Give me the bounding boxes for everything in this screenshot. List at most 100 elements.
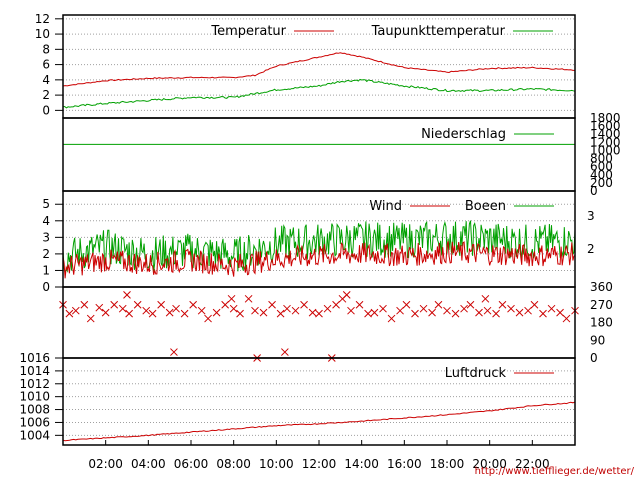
wind-direction-marker xyxy=(227,294,236,303)
wind-direction-marker xyxy=(71,306,80,315)
wind-direction-marker xyxy=(370,308,379,317)
wind-direction-marker xyxy=(419,304,428,313)
wind-direction-marker xyxy=(524,306,532,315)
temperature-y-tick: 2 xyxy=(42,88,50,102)
x-tick-label: 18:00 xyxy=(430,457,465,471)
wind-y2-tick: 3 xyxy=(587,209,595,223)
wind_direction-frame xyxy=(62,286,576,359)
legend-label: Boeen xyxy=(465,199,506,214)
temperature-y-tick: 10 xyxy=(35,27,50,41)
precipitation-y2-tick: 600 xyxy=(590,160,613,174)
wind-direction-marker xyxy=(342,291,351,299)
wind-direction-marker xyxy=(244,294,253,303)
wind-direction-marker xyxy=(86,314,95,323)
wind-direction-marker xyxy=(451,309,460,318)
precipitation-y2-tick: 400 xyxy=(590,168,613,182)
wind-direction-marker xyxy=(402,300,411,309)
wind-direction-marker xyxy=(315,309,323,318)
wind-y-tick: 0 xyxy=(42,280,50,294)
series-boeen xyxy=(62,220,576,275)
wind-direction-marker xyxy=(118,304,127,313)
wind-direction-marker xyxy=(347,306,355,315)
x-tick-label: 12:00 xyxy=(302,457,337,471)
legend-label: Temperatur xyxy=(210,24,286,39)
precipitation-y2-tick: 0 xyxy=(590,184,598,198)
wind-direction-marker xyxy=(125,309,133,318)
pressure-y-tick: 1016 xyxy=(19,351,50,365)
temperature-y-tick: 12 xyxy=(35,12,50,26)
wind-direction-marker xyxy=(170,348,178,356)
wind-direction-marker xyxy=(466,300,475,309)
wind-direction-marker xyxy=(291,306,300,315)
wind-direction-marker xyxy=(268,300,276,309)
wind-direction-marker xyxy=(229,304,238,313)
precipitation-y2-tick: 1400 xyxy=(590,127,621,141)
x-tick-label: 08:00 xyxy=(216,457,251,471)
wind-y-tick: 5 xyxy=(42,197,50,211)
precipitation-y2-tick: 1600 xyxy=(590,119,621,133)
pressure-y-tick: 1008 xyxy=(19,403,50,417)
wind-direction-marker xyxy=(65,309,74,318)
wind-direction-marker xyxy=(308,308,317,317)
precipitation-y2-tick: 1800 xyxy=(590,111,621,125)
wind-direction-marker xyxy=(332,300,340,309)
wind-direction-marker xyxy=(460,304,468,313)
wind-direction-marker xyxy=(443,306,451,315)
wind-direction-marker xyxy=(547,304,556,313)
wind-direction-marker xyxy=(539,309,547,318)
wind-direction-marker xyxy=(483,306,492,315)
wind-direction-marker xyxy=(507,304,515,313)
wind-direction-marker xyxy=(355,300,364,309)
precipitation-y2-tick: 1200 xyxy=(590,135,621,149)
wind-direction-marker xyxy=(157,300,165,309)
wind-direction-marker xyxy=(562,314,571,323)
wind-direction-marker xyxy=(387,314,396,323)
x-tick-label: 16:00 xyxy=(387,457,422,471)
wind-direction-marker xyxy=(204,314,212,323)
wind-direction-marker xyxy=(221,300,229,309)
wind-direction-marker xyxy=(101,308,110,317)
precipitation-y2-tick: 1000 xyxy=(590,143,621,157)
wind_direction-y2-tick: 360 xyxy=(590,280,613,294)
x-tick-label: 06:00 xyxy=(174,457,209,471)
wind-direction-marker xyxy=(492,309,500,318)
wind_direction-y2-tick: 90 xyxy=(590,333,605,347)
x-tick-label: 14:00 xyxy=(344,457,379,471)
precipitation-y2-tick: 800 xyxy=(590,152,613,166)
pressure-y-tick: 1010 xyxy=(19,390,50,404)
wind-direction-marker xyxy=(197,306,206,315)
wind-direction-marker xyxy=(180,309,189,318)
wind-direction-marker xyxy=(481,294,490,303)
legends: Temperatur Taupunkttemperatur Niederschlag… xyxy=(210,24,554,381)
wind-y-tick: 4 xyxy=(42,214,50,228)
wind-direction-marker xyxy=(123,291,131,299)
wind-y2-tick: 2 xyxy=(587,242,595,256)
wind_direction-y2-tick: 180 xyxy=(590,316,613,330)
temperature-y-tick: 4 xyxy=(42,73,50,87)
legend-label: Niederschlag xyxy=(421,127,506,142)
wind-direction-marker xyxy=(283,304,291,313)
wind-direction-marker xyxy=(434,300,443,309)
pressure-y-tick: 1014 xyxy=(19,364,50,378)
wind-direction-marker xyxy=(110,300,119,309)
precipitation-y2-tick: 200 xyxy=(590,176,613,190)
wind-direction-marker xyxy=(323,304,332,313)
temperature-y-tick: 6 xyxy=(42,58,50,72)
temperature-y-tick: 0 xyxy=(42,103,50,117)
wind-direction-marker xyxy=(364,309,372,318)
wind-direction-marker xyxy=(212,308,221,317)
pressure-y-tick: 1012 xyxy=(19,377,50,391)
source-url: http://www.tiefflieger.de/wetter/ xyxy=(475,466,635,477)
wind-direction-marker xyxy=(556,308,564,317)
wind-direction-marker xyxy=(515,308,524,317)
wind-direction-marker xyxy=(142,306,151,315)
wind-direction-marker xyxy=(379,304,387,313)
series-wind xyxy=(62,241,576,279)
wind_direction-y2-tick: 270 xyxy=(590,298,613,312)
wind-direction-marker xyxy=(300,300,308,309)
wind-y-tick: 3 xyxy=(42,230,50,244)
wind-direction-marker xyxy=(236,309,244,318)
legend-label: Luftdruck xyxy=(445,366,507,381)
wind-direction-marker xyxy=(475,308,483,317)
